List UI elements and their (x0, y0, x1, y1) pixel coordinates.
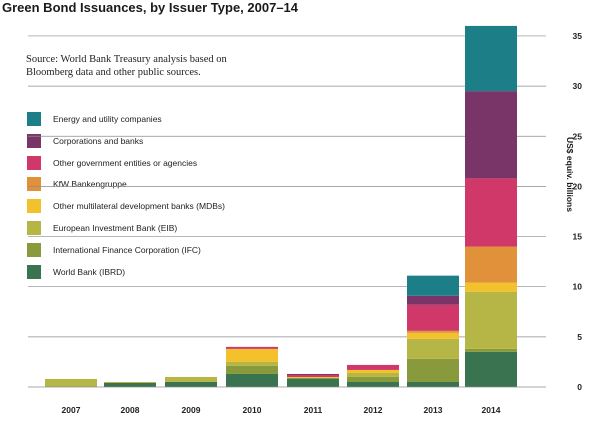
bar-segment (347, 381, 399, 387)
bar-segment (287, 377, 339, 379)
bar-segment (407, 338, 459, 359)
legend-label: Energy and utility companies (53, 114, 162, 124)
legend-item: Other government entities or agencies (27, 155, 287, 170)
bar-segment (465, 282, 517, 292)
x-tick-label: 2008 (121, 405, 140, 415)
legend-item: World Bank (IBRD) (27, 264, 287, 279)
bar-segment (165, 381, 217, 387)
bar-segment (407, 332, 459, 339)
y-tick-label: 25 (573, 131, 583, 141)
chart-source-note: Source: World Bank Treasury analysis bas… (26, 54, 227, 78)
x-tick-label: 2010 (243, 405, 262, 415)
legend-label: Other multilateral development banks (MD… (53, 201, 225, 212)
legend-item: Energy and utility companies (27, 112, 287, 126)
legend-label: KfW Bankengruppe (53, 179, 127, 190)
legend-swatch (27, 199, 41, 214)
chart-title: Green Bond Issuances, by Issuer Type, 20… (2, 0, 299, 15)
bar-segment (226, 365, 278, 374)
legend-item: KfW Bankengruppe (27, 177, 287, 192)
bar-segment (347, 369, 399, 373)
x-tick-label: 2013 (424, 405, 443, 415)
bar-segment (407, 295, 459, 305)
bar-segment (465, 291, 517, 349)
x-tick-label: 2014 (482, 405, 501, 415)
bar-segment (407, 304, 459, 331)
bar-segment (465, 348, 517, 352)
bar-segment (347, 364, 399, 370)
legend-label: World Bank (IBRD) (53, 266, 126, 277)
legend-swatch (27, 242, 41, 257)
bar-segment (226, 373, 278, 387)
bar-segment (226, 346, 278, 349)
bar-segment (407, 330, 459, 333)
y-tick-label: 15 (573, 232, 583, 242)
x-tick-label: 2012 (364, 405, 383, 415)
y-tick-label: 5 (577, 332, 582, 342)
bar-segment (226, 361, 278, 366)
bar-segment (45, 378, 97, 387)
legend-swatch (27, 177, 41, 192)
legend-swatch (27, 112, 41, 126)
bar-segment (287, 376, 339, 378)
legend-swatch (27, 155, 41, 170)
legend-item: International Finance Corporation (IFC) (27, 242, 287, 257)
legend-label: Corporations and banks (53, 135, 144, 146)
bar-segment (465, 91, 517, 179)
bar-segment (165, 376, 217, 382)
y-tick-label: 30 (573, 81, 583, 91)
y-tick-label: 0 (577, 382, 582, 392)
x-tick-label: 2009 (182, 405, 201, 415)
bar-segment (347, 376, 399, 382)
legend-swatch (27, 133, 41, 148)
bar-segment (226, 348, 278, 362)
x-tick-label: 2011 (304, 405, 323, 415)
bar-segment (104, 382, 156, 387)
bar-segment (465, 246, 517, 283)
legend-swatch (27, 221, 41, 235)
bar-segment (465, 178, 517, 247)
legend-label: Other government entities or agencies (53, 157, 198, 168)
bar-segment (347, 372, 399, 377)
bar-segment (407, 275, 459, 296)
legend-item: Corporations and banks (27, 133, 287, 148)
y-tick-label: 20 (573, 181, 583, 191)
bar-segment (104, 381, 156, 383)
x-tick-label: 2007 (62, 405, 81, 415)
bar-segment (465, 25, 517, 92)
bar-segment (287, 374, 339, 377)
legend-label: European Investment Bank (EIB) (53, 223, 178, 233)
legend-item: Other multilateral development banks (MD… (27, 199, 287, 214)
bar-segment (407, 358, 459, 382)
bar-segment (465, 351, 517, 387)
y-tick-label: 35 (573, 31, 583, 41)
y-tick-label: 10 (573, 282, 583, 292)
bar-segment (407, 381, 459, 387)
legend-item: European Investment Bank (EIB) (27, 221, 287, 235)
bar-segment (287, 373, 339, 375)
legend-swatch (27, 264, 41, 279)
legend-label: International Finance Corporation (IFC) (53, 244, 201, 255)
bar-segment (287, 378, 339, 387)
